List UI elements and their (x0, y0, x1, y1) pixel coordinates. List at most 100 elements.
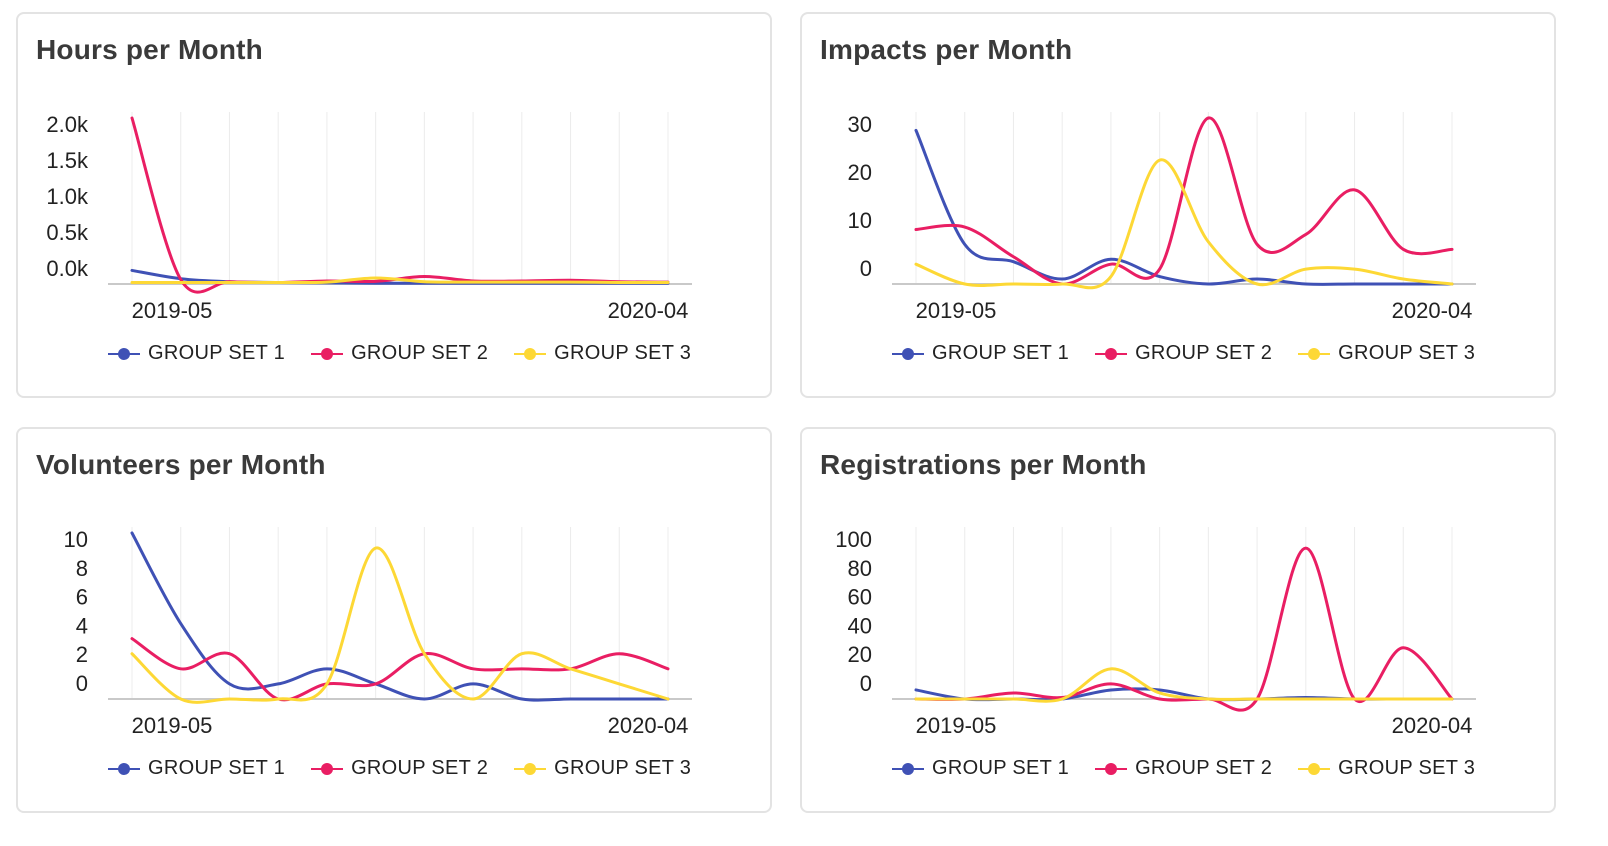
data-point (914, 129, 918, 132)
y-tick-label: 60 (848, 585, 872, 610)
series-line-group-set-3 (914, 667, 1454, 703)
legend-label: GROUP SET 1 (148, 757, 286, 779)
data-point (618, 697, 621, 701)
x-tick-label: 2019-05 (132, 713, 213, 738)
legend-item-group-set-2[interactable]: GROUP SET 2 (1095, 342, 1272, 365)
data-point (963, 243, 966, 246)
series-line-group-set-2 (914, 546, 1454, 712)
data-point (179, 622, 182, 625)
line-chart: 100 80 60 40 20 0 2019-05 2020-04 (835, 527, 1476, 738)
legend-label: GROUP SET 1 (148, 342, 286, 364)
legend-item-group-set-3[interactable]: GROUP SET 3 (1298, 757, 1475, 780)
data-point (179, 667, 182, 671)
data-point (666, 281, 670, 284)
data-point (1353, 188, 1356, 192)
data-point (1255, 697, 1259, 701)
y-tick-label: 0.0k (46, 256, 89, 281)
y-tick-label: 0 (860, 256, 872, 281)
data-point (276, 697, 280, 701)
data-point (130, 652, 134, 655)
data-point (325, 682, 329, 686)
data-point (423, 697, 426, 701)
legend-label: GROUP SET 2 (351, 342, 489, 364)
legend-swatch-icon (311, 761, 344, 777)
data-point (179, 281, 182, 284)
legend-item-group-set-2[interactable]: GROUP SET 2 (1095, 757, 1272, 780)
legend-item-group-set-2[interactable]: GROUP SET 2 (311, 342, 488, 365)
data-point (276, 682, 280, 686)
data-point (130, 637, 134, 640)
data-point (618, 281, 621, 284)
y-tick-label: 0 (860, 671, 872, 696)
data-point (374, 280, 377, 283)
chart-legend: GROUP SET 1 GROUP SET 2 GROUP SET 3 (892, 342, 1475, 365)
line-chart: 2.0k 1.5k 1.0k 0.5k 0.0k 2019-05 2020-04 (46, 112, 692, 323)
chart-title: Registrations per Month (820, 449, 1147, 480)
data-point (1012, 697, 1015, 701)
legend-swatch-icon (1298, 761, 1331, 777)
chart-card-hours: Hours per Month 2.0k 1.5k 1.0k 0.5k 0.0k 2019… (16, 12, 772, 398)
data-point (666, 667, 670, 671)
data-point (471, 667, 475, 671)
legend-item-group-set-1[interactable]: GROUP SET 1 (892, 757, 1069, 780)
y-tick-label: 10 (64, 527, 88, 552)
legend-item-group-set-2[interactable]: GROUP SET 2 (311, 757, 488, 780)
data-point (1304, 697, 1308, 701)
data-point (618, 682, 621, 686)
series-line-group-set-3 (914, 158, 1454, 290)
series-line-group-set-3 (130, 546, 670, 704)
y-tick-label: 10 (848, 208, 872, 233)
data-point (1158, 688, 1161, 692)
legend-label: GROUP SET 2 (1135, 342, 1273, 364)
data-point (374, 276, 377, 280)
data-point (423, 652, 426, 655)
line-chart: 30 20 10 0 2019-05 2020-04 (848, 112, 1476, 323)
data-point (276, 281, 280, 284)
data-point (1158, 275, 1161, 278)
x-tick-label: 2020-04 (1392, 713, 1473, 738)
y-tick-label: 2.0k (46, 112, 89, 137)
data-point (1158, 158, 1161, 162)
legend-swatch-icon (892, 761, 924, 777)
y-tick-label: 1.0k (46, 184, 89, 209)
data-point (914, 688, 918, 692)
data-point (618, 652, 621, 655)
legend-item-group-set-1[interactable]: GROUP SET 1 (108, 757, 285, 780)
legend-swatch-icon (514, 346, 547, 362)
data-point (1060, 697, 1064, 701)
legend-swatch-icon (1095, 761, 1128, 777)
data-point (1402, 646, 1405, 649)
data-point (1060, 282, 1064, 286)
data-point (1402, 697, 1405, 701)
data-point (374, 682, 377, 686)
y-tick-label: 4 (76, 613, 88, 638)
data-point (1353, 282, 1356, 286)
y-tick-label: 8 (76, 556, 88, 581)
data-point (423, 280, 426, 283)
legend-item-group-set-3[interactable]: GROUP SET 3 (1298, 342, 1475, 365)
data-point (130, 269, 134, 272)
chart-title: Volunteers per Month (36, 449, 326, 480)
data-point (325, 667, 329, 671)
legend-swatch-icon (1095, 346, 1128, 362)
data-point (1109, 667, 1113, 671)
data-point (1402, 248, 1405, 251)
legend-swatch-icon (514, 761, 547, 777)
legend-label: GROUP SET 2 (1135, 757, 1273, 779)
data-point (914, 262, 918, 266)
legend-item-group-set-1[interactable]: GROUP SET 1 (108, 342, 285, 365)
legend-item-group-set-1[interactable]: GROUP SET 1 (892, 342, 1069, 365)
chart-title: Impacts per Month (820, 34, 1073, 65)
legend-item-group-set-3[interactable]: GROUP SET 3 (514, 757, 691, 780)
data-point (1304, 282, 1308, 286)
data-point (130, 116, 134, 120)
chart-card-volunteers: Volunteers per Month 10 8 6 4 2 0 2019-05 2020-… (16, 427, 772, 813)
data-point (1255, 243, 1259, 246)
data-point (471, 682, 475, 686)
data-point (1353, 267, 1356, 271)
data-point (1207, 116, 1210, 120)
legend-item-group-set-3[interactable]: GROUP SET 3 (514, 342, 691, 365)
chart-legend: GROUP SET 1 GROUP SET 2 GROUP SET 3 (108, 342, 691, 365)
series-line-group-set-3 (130, 276, 670, 285)
data-point (1012, 260, 1015, 263)
